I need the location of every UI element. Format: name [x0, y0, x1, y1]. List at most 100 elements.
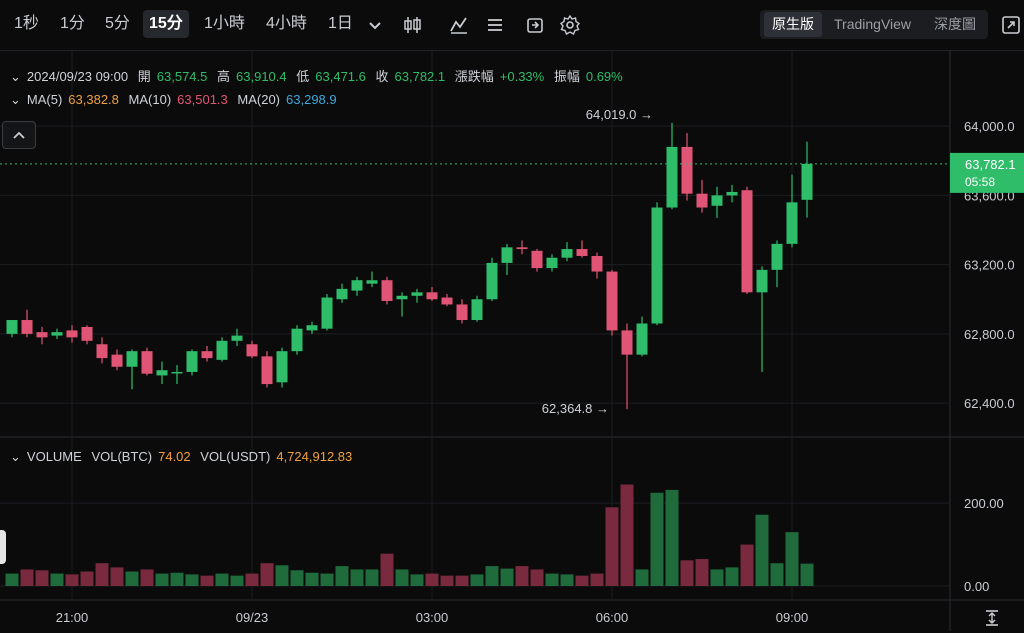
- volume-bar: [650, 492, 664, 586]
- candle-body: [621, 330, 633, 355]
- volume-bar: [50, 573, 64, 586]
- candle-body: [561, 249, 573, 258]
- time-tick-label: 21:00: [56, 610, 89, 625]
- candle-body: [591, 255, 603, 272]
- timeframe-1h[interactable]: 1小時: [204, 15, 245, 32]
- volume-bar: [575, 575, 589, 586]
- volume-bar: [770, 563, 784, 586]
- candle-body: [6, 320, 18, 334]
- volume-bar: [725, 567, 739, 586]
- candle-body: [426, 292, 438, 300]
- timeframe-1s[interactable]: 1秒: [14, 15, 39, 32]
- volume-bar: [395, 569, 409, 586]
- timeframe-4h[interactable]: 4小時: [266, 15, 307, 32]
- candle-body: [771, 243, 783, 270]
- view-switch: 原生版 TradingView 深度圖: [760, 10, 988, 39]
- volume-bars: [5, 484, 814, 586]
- candle-body: [126, 351, 138, 367]
- chevron-down-icon[interactable]: [364, 14, 386, 36]
- volume-bar: [140, 569, 154, 586]
- fullscreen-icon[interactable]: [1000, 14, 1022, 36]
- close-label: 收: [375, 69, 389, 84]
- timeframe-1d[interactable]: 1日: [328, 15, 353, 32]
- ma-collapse-chevron-icon[interactable]: ⌄: [10, 92, 21, 107]
- timeframe-15m[interactable]: 15分: [143, 10, 189, 38]
- replay-icon[interactable]: [524, 14, 546, 36]
- volume-bar: [440, 575, 454, 586]
- gear-icon[interactable]: [559, 14, 581, 36]
- vol-btc-label: VOL(BTC): [91, 449, 153, 464]
- view-tradingview[interactable]: TradingView: [834, 16, 912, 32]
- volume-bar: [305, 572, 319, 586]
- candle-body: [756, 269, 768, 293]
- volume-bar: [530, 569, 544, 586]
- view-native[interactable]: 原生版: [764, 12, 822, 37]
- time-tick-label: 09:00: [776, 610, 809, 625]
- volume-bar: [170, 572, 184, 586]
- volume-bar: [380, 553, 394, 586]
- markers: 63,782.1 05:58 64,019.0 → 62,364.8 →: [0, 107, 1024, 416]
- open-value: 63,574.5: [156, 69, 208, 84]
- volume-bar: [155, 573, 169, 586]
- candle-body: [231, 335, 243, 341]
- volume-bar: [425, 573, 439, 586]
- indicator-icon[interactable]: [448, 14, 470, 36]
- volume-bar: [515, 566, 529, 586]
- view-depth[interactable]: 深度圖: [934, 16, 976, 32]
- collapse-indicators-button[interactable]: [2, 121, 36, 149]
- candle-body: [246, 344, 258, 357]
- candle-body: [21, 320, 33, 334]
- volume-bar: [110, 567, 124, 586]
- time-tick-label: 09/23: [236, 610, 269, 625]
- candle-body: [261, 356, 273, 385]
- low-marker-label: 62,364.8 →: [542, 401, 609, 416]
- change-label: 漲跌幅: [454, 69, 494, 84]
- time-tick-label: 06:00: [596, 610, 629, 625]
- side-panel-handle[interactable]: [0, 530, 6, 564]
- candle-body: [726, 191, 738, 196]
- candle-body: [171, 371, 183, 374]
- volume-bar: [290, 570, 304, 586]
- candle-body: [321, 297, 333, 329]
- low-value: 63,471.6: [315, 69, 366, 84]
- high-value: 63,910.4: [236, 69, 287, 84]
- volume-bar: [35, 570, 49, 586]
- candle-body: [396, 295, 408, 300]
- candle-datetime: 2024/09/23 09:00: [26, 69, 129, 84]
- volume-bar: [5, 573, 19, 586]
- price-tick-label: 64,000.0: [964, 119, 1015, 134]
- collapse-chevron-icon[interactable]: ⌄: [10, 69, 21, 84]
- candle-body: [606, 271, 618, 331]
- volume-bar: [710, 569, 724, 586]
- volume-bar: [470, 574, 484, 586]
- chevron-up-icon: [13, 131, 25, 139]
- amplitude-value: 0.69%: [585, 69, 623, 84]
- candle-body: [36, 332, 48, 338]
- volume-tick-label: 200.00: [964, 496, 1004, 511]
- scroll-to-latest-icon[interactable]: [982, 608, 1002, 628]
- candlestick-icon[interactable]: [402, 14, 424, 36]
- candle-body: [411, 292, 423, 296]
- timeframe-5m[interactable]: 5分: [105, 15, 130, 32]
- candle-body: [456, 304, 468, 321]
- candle-body: [186, 351, 198, 372]
- current-price-tag: [950, 152, 1024, 193]
- candle-body: [486, 262, 498, 300]
- candle-body: [696, 193, 708, 208]
- candle-body: [201, 351, 213, 359]
- candle-body: [336, 288, 348, 300]
- ma-info: ⌄ MA(5) 63,382.8 MA(10) 63,501.3 MA(20) 63,2…: [10, 92, 343, 108]
- volume-bar: [20, 569, 34, 586]
- menu-lines-icon[interactable]: [484, 14, 506, 36]
- candle-body: [216, 340, 228, 360]
- volume-bar: [200, 575, 214, 586]
- candle-body: [516, 247, 528, 250]
- timeframe-1m[interactable]: 1分: [60, 15, 85, 32]
- ma10-value: 63,501.3: [177, 92, 228, 107]
- current-price-value: 63,782.1: [965, 157, 1016, 172]
- price-tick-label: 63,200.0: [964, 258, 1015, 273]
- volume-collapse-chevron-icon[interactable]: ⌄: [10, 449, 21, 464]
- volume-bar: [620, 484, 634, 586]
- volume-bar: [125, 571, 139, 586]
